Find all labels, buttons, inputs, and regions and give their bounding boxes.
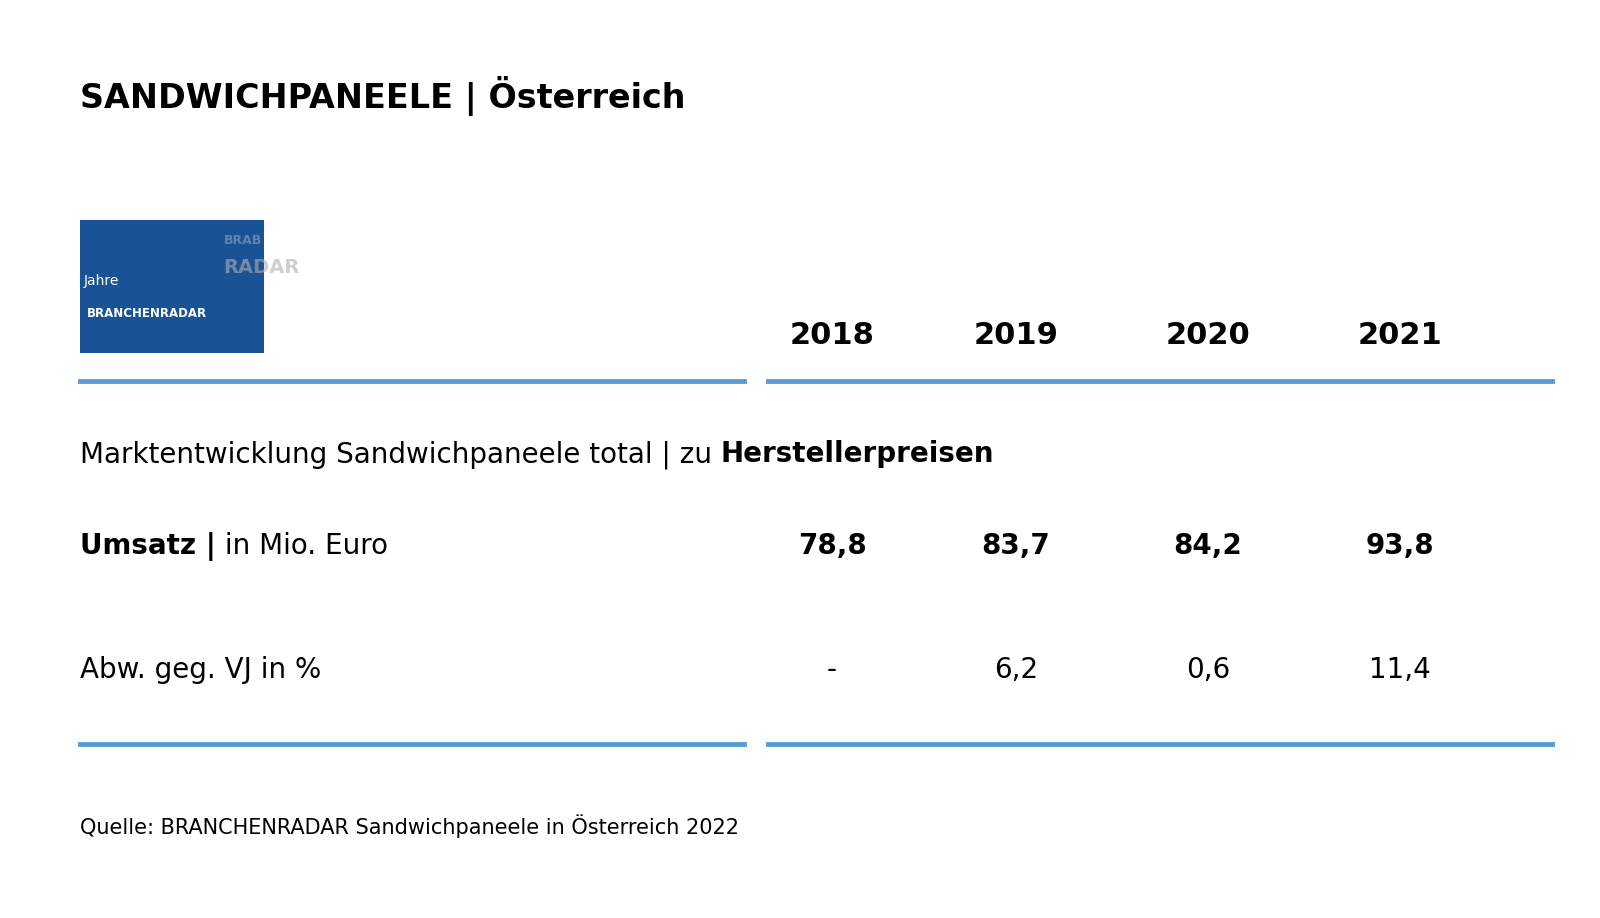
Text: 2020: 2020 — [1166, 320, 1250, 350]
Text: RADAR: RADAR — [224, 258, 299, 276]
Text: 93,8: 93,8 — [1366, 532, 1434, 560]
Text: in Mio. Euro: in Mio. Euro — [216, 532, 387, 560]
Text: Herstellerpreisen: Herstellerpreisen — [722, 441, 994, 468]
Text: 6,2: 6,2 — [994, 656, 1038, 684]
Text: 11,4: 11,4 — [1370, 656, 1430, 684]
FancyBboxPatch shape — [80, 220, 264, 353]
Text: Abw. geg. VJ in %: Abw. geg. VJ in % — [80, 656, 322, 684]
Text: 0,6: 0,6 — [1186, 656, 1230, 684]
Text: BRANCHENRADAR: BRANCHENRADAR — [88, 307, 208, 319]
Text: SANDWICHPANEELE | Österreich: SANDWICHPANEELE | Österreich — [80, 76, 685, 117]
Text: 2019: 2019 — [973, 320, 1059, 350]
Text: 84,2: 84,2 — [1174, 532, 1242, 560]
Text: Quelle: BRANCHENRADAR Sandwichpaneele in Österreich 2022: Quelle: BRANCHENRADAR Sandwichpaneele in… — [80, 814, 739, 838]
Text: 30: 30 — [83, 224, 154, 273]
Text: 2018: 2018 — [789, 320, 875, 350]
Text: Marktentwicklung Sandwichpaneele total | zu: Marktentwicklung Sandwichpaneele total |… — [80, 440, 722, 469]
Text: BRAB: BRAB — [224, 233, 262, 247]
Text: Jahre: Jahre — [83, 274, 118, 287]
Text: Umsatz |: Umsatz | — [80, 532, 216, 561]
Text: 2021: 2021 — [1358, 320, 1442, 350]
Text: -: - — [827, 656, 837, 684]
Text: 83,7: 83,7 — [982, 532, 1050, 560]
Text: 78,8: 78,8 — [798, 532, 866, 560]
